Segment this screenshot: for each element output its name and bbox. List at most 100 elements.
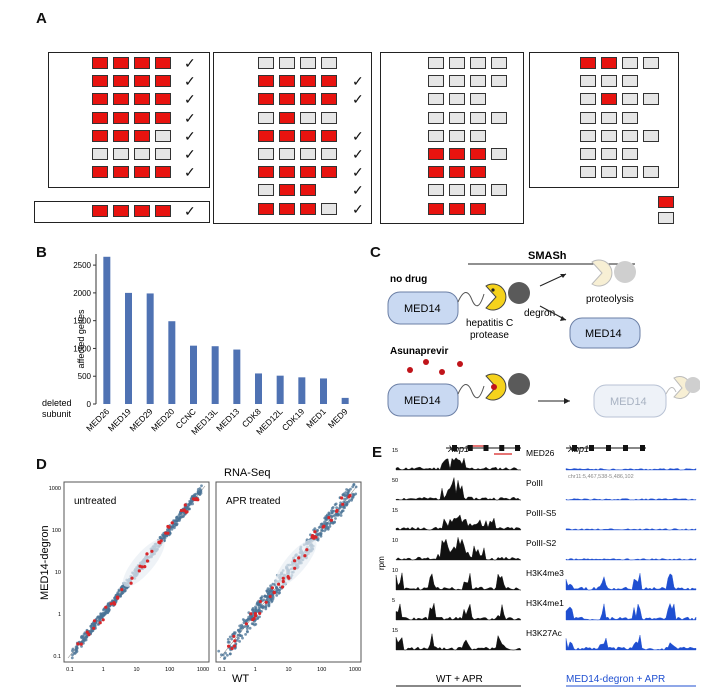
data-point xyxy=(236,633,240,637)
data-point xyxy=(187,507,191,511)
med14-label: MED14 xyxy=(404,303,441,315)
nonessential-cell xyxy=(580,111,596,124)
highlighted-point xyxy=(92,619,97,623)
nonessential-cell xyxy=(470,129,486,142)
highlighted-point xyxy=(264,600,268,604)
highlighted-point xyxy=(129,581,133,585)
x-tick-label: 1000 xyxy=(349,667,361,673)
data-point xyxy=(354,485,358,489)
nonessential-cell xyxy=(428,57,444,69)
data-point xyxy=(319,531,323,535)
highlighted-point xyxy=(348,493,352,498)
data-point xyxy=(74,645,78,649)
exon-block xyxy=(483,445,489,451)
data-point xyxy=(116,592,119,596)
data-point xyxy=(246,630,249,634)
coverage-track xyxy=(395,633,522,651)
checkmark-icon: ✓ xyxy=(184,164,196,181)
essential-cell xyxy=(134,166,150,179)
essential-cell xyxy=(300,93,316,106)
essential-cell xyxy=(279,129,295,142)
data-point xyxy=(340,509,344,513)
essential-cell xyxy=(449,148,465,160)
data-point xyxy=(170,527,174,531)
drug-dot-icon xyxy=(423,359,429,365)
essential-cell xyxy=(601,93,617,106)
essential-cell xyxy=(92,57,108,69)
essential-cell xyxy=(601,57,617,69)
track-scale: 50 xyxy=(392,478,398,484)
highlighted-point xyxy=(277,582,281,586)
genome-browser-tracks: Xbp1 Xbp1 chr11:5,467,538-5,486,102 rpm 15 ME… xyxy=(377,444,697,687)
data-point xyxy=(217,649,221,653)
bar xyxy=(341,397,349,404)
faded-med14-shape xyxy=(593,384,667,418)
data-point xyxy=(248,617,252,621)
data-point xyxy=(264,603,268,607)
highlighted-point xyxy=(166,531,170,535)
coverage-track xyxy=(395,477,522,501)
linker-line xyxy=(457,292,485,307)
track-scale: 15 xyxy=(392,628,398,634)
data-point xyxy=(233,646,237,650)
highlighted-point xyxy=(232,634,236,638)
data-point xyxy=(228,652,232,656)
data-point xyxy=(177,516,181,520)
data-point xyxy=(171,525,174,528)
essential-cell xyxy=(300,166,316,179)
data-point xyxy=(238,630,241,634)
nonessential-cell xyxy=(428,93,444,106)
essential-cell xyxy=(300,129,316,142)
highlighted-point xyxy=(120,588,124,592)
checkmark-icon: ✓ xyxy=(184,73,196,90)
panel-c-letter: C xyxy=(370,244,381,261)
essential-cell xyxy=(134,75,150,88)
nonessential-cell xyxy=(321,148,337,160)
inhibited-pacman-icon xyxy=(485,373,507,401)
highlighted-point xyxy=(145,559,150,563)
data-point xyxy=(262,598,266,602)
essential-cell xyxy=(321,93,337,106)
nonessential-cell xyxy=(643,57,659,69)
nonessential-cell xyxy=(622,166,638,179)
data-point xyxy=(200,484,203,488)
essential-cell xyxy=(470,202,486,215)
track-name: H3K27Ac xyxy=(526,628,563,638)
x-tick-label: CDK19 xyxy=(280,406,307,433)
essential-cell xyxy=(449,202,465,215)
essential-cell xyxy=(428,166,444,179)
essential-cell xyxy=(300,184,316,197)
med14-bound-shape xyxy=(387,383,459,417)
data-point xyxy=(240,634,244,638)
track-scale: 15 xyxy=(392,508,398,514)
bar xyxy=(298,377,306,404)
highlighted-point xyxy=(329,518,333,522)
highlighted-point xyxy=(305,548,309,552)
data-point xyxy=(332,514,336,518)
checkmark-icon: ✓ xyxy=(184,55,196,71)
degron-circle-icon xyxy=(508,282,530,304)
data-point xyxy=(85,634,88,638)
data-point xyxy=(351,492,355,496)
x-tick-label: 10 xyxy=(285,667,291,673)
highlighted-point xyxy=(303,554,307,558)
highlighted-point xyxy=(311,534,315,538)
y-tick-label: 1 xyxy=(58,612,61,618)
nonessential-cell xyxy=(580,129,596,142)
x-tick-label: 10 xyxy=(133,667,139,673)
coverage-track xyxy=(565,558,697,561)
essential-cell xyxy=(113,57,129,69)
nonessential-cell xyxy=(491,184,507,197)
data-point xyxy=(236,636,240,640)
bar xyxy=(255,373,262,404)
coordinates-label: chr11:5,467,538-5,486,102 xyxy=(568,474,634,480)
data-point xyxy=(89,624,93,628)
nonessential-cell xyxy=(155,148,171,160)
nonessential-cell xyxy=(258,111,274,124)
data-point xyxy=(351,495,354,499)
data-point xyxy=(316,529,320,532)
panel-a-letter: A xyxy=(36,10,47,27)
data-point xyxy=(238,640,242,643)
y-tick-label: 2000 xyxy=(73,289,91,298)
